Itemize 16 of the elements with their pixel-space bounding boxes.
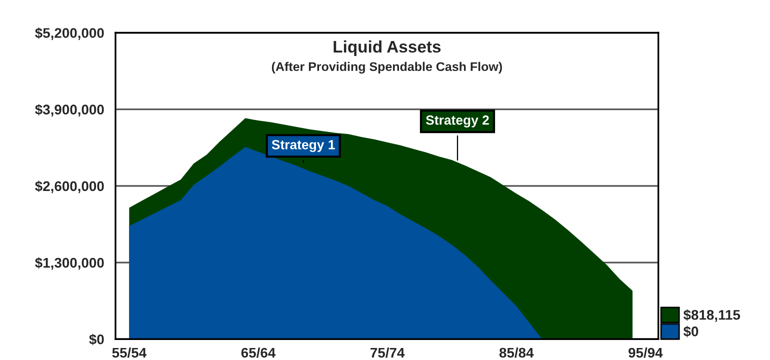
x-tick-label: 55/54 [112, 347, 146, 358]
text: (After Providing Spendable Cash Flow) [272, 62, 502, 74]
legend-label: $818,115 [683, 309, 740, 322]
x-tick-label: 95/94 [628, 347, 663, 358]
y-tick-label: $3,900,000 [35, 104, 104, 117]
x-tick-label: 75/74 [370, 347, 405, 358]
y-tick-label: $5,200,000 [35, 27, 104, 40]
x-tick-label: 65/64 [241, 347, 276, 358]
y-tick-label: $1,300,000 [35, 257, 104, 270]
chart-title: Liquid Assets [334, 40, 441, 56]
x-tick-label: 85/84 [499, 347, 534, 358]
annotation: Strategy 1 [272, 140, 335, 152]
y-tick-label: $0 [89, 334, 104, 346]
y-tick-label: $2,600,000 [35, 180, 104, 194]
annotation: Strategy 2 [426, 115, 489, 128]
legend-label: $0 [683, 326, 698, 338]
